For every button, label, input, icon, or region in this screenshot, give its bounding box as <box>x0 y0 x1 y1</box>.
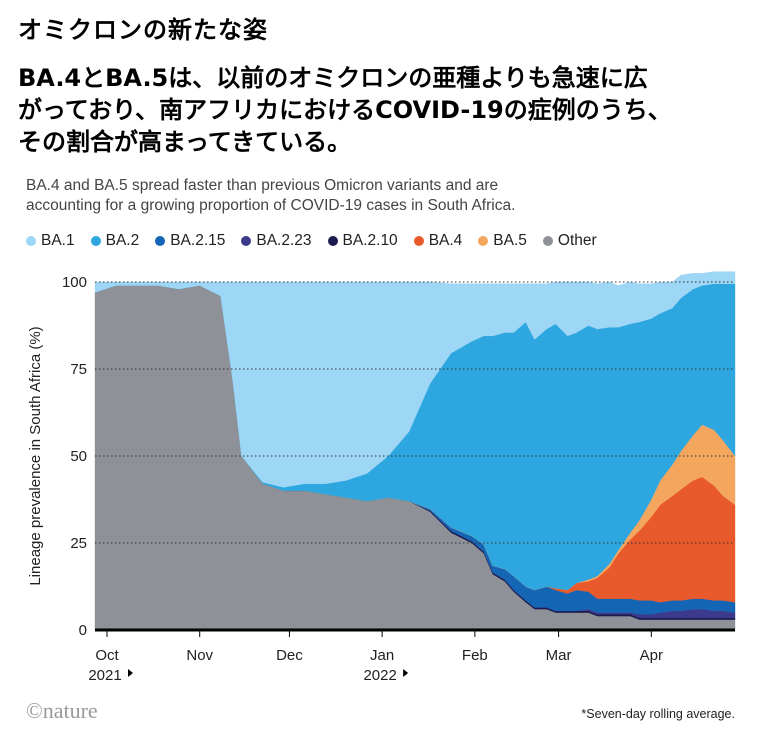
y-axis-label: Lineage prevalence in South Africa (%) <box>27 326 44 585</box>
legend-item: BA.2.23 <box>241 232 312 250</box>
legend-swatch <box>542 236 553 246</box>
subtitle-en-line: accounting for a growing proportion of C… <box>26 197 516 214</box>
subtitle-jp: BA.4とBA.5は、以前のオミクロンの亜種よりも急速に広 がっており、南アフリ… <box>18 62 758 158</box>
subtitle-jp-line: その割合が高まってきている。 <box>18 128 352 156</box>
subtitle-jp-line: BA.4とBA.5は、以前のオミクロンの亜種よりも急速に広 <box>18 64 648 92</box>
legend-swatch <box>413 236 424 246</box>
legend-swatch <box>26 236 36 246</box>
year-arrow-icon <box>128 669 133 677</box>
chart-legend: BA.1 BA.2 BA.2.15 BA.2.23 BA.2.10 BA.4 BA.5 Oth… <box>26 232 613 250</box>
legend-swatch <box>478 236 489 246</box>
y-tick-label: 25 <box>70 535 87 552</box>
legend-swatch <box>241 236 252 246</box>
legend-item: BA.4 <box>413 232 463 250</box>
legend-label: BA.2.23 <box>256 232 312 249</box>
legend-label: BA.4 <box>428 232 463 249</box>
y-tick-label: 100 <box>62 274 87 291</box>
legend-item: Other <box>542 232 597 250</box>
year-arrow-icon <box>403 669 409 677</box>
legend-label: BA.5 <box>493 232 527 249</box>
y-tick-label: 75 <box>70 361 87 378</box>
subtitle-en-line: BA.4 and BA.5 spread faster than previou… <box>26 177 499 194</box>
legend-label: Other <box>557 232 597 249</box>
x-tick-label: Feb <box>462 647 488 664</box>
y-tick-label: 50 <box>70 448 87 465</box>
x-tick-label: Oct <box>95 647 119 664</box>
legend-label: BA.2 <box>105 232 140 249</box>
legend-label: BA.2.15 <box>170 232 226 249</box>
title-jp: オミクロンの新たな姿 <box>18 16 268 44</box>
x-tick-label: Dec <box>276 647 303 664</box>
x-tick-label: Jan <box>370 647 394 664</box>
legend-item: BA.1 <box>26 232 75 250</box>
legend-swatch <box>327 236 338 246</box>
subtitle-en: BA.4 and BA.5 spread faster than previou… <box>26 176 515 216</box>
legend-item: BA.5 <box>478 232 527 250</box>
legend-item: BA.2 <box>90 232 140 250</box>
legend-item: BA.2.15 <box>155 232 225 250</box>
legend-item: BA.2.10 <box>327 232 398 250</box>
x-year-label: 2021 <box>88 667 121 684</box>
subtitle-jp-line: がっており、南アフリカにおけるCOVID-19の症例のうち、 <box>18 96 672 124</box>
footnote: *Seven-day rolling average. <box>581 707 735 721</box>
x-year-label: 2022 <box>363 667 396 684</box>
x-tick-label: Nov <box>186 647 213 664</box>
x-tick-label: Mar <box>546 647 572 664</box>
legend-swatch <box>155 236 166 246</box>
legend-label: BA.2.10 <box>342 232 398 249</box>
nature-logo: ©nature <box>26 698 98 723</box>
x-tick-label: Apr <box>640 647 663 664</box>
y-tick-label: 0 <box>79 622 87 639</box>
legend-swatch <box>90 236 101 246</box>
legend-label: BA.1 <box>41 232 75 249</box>
